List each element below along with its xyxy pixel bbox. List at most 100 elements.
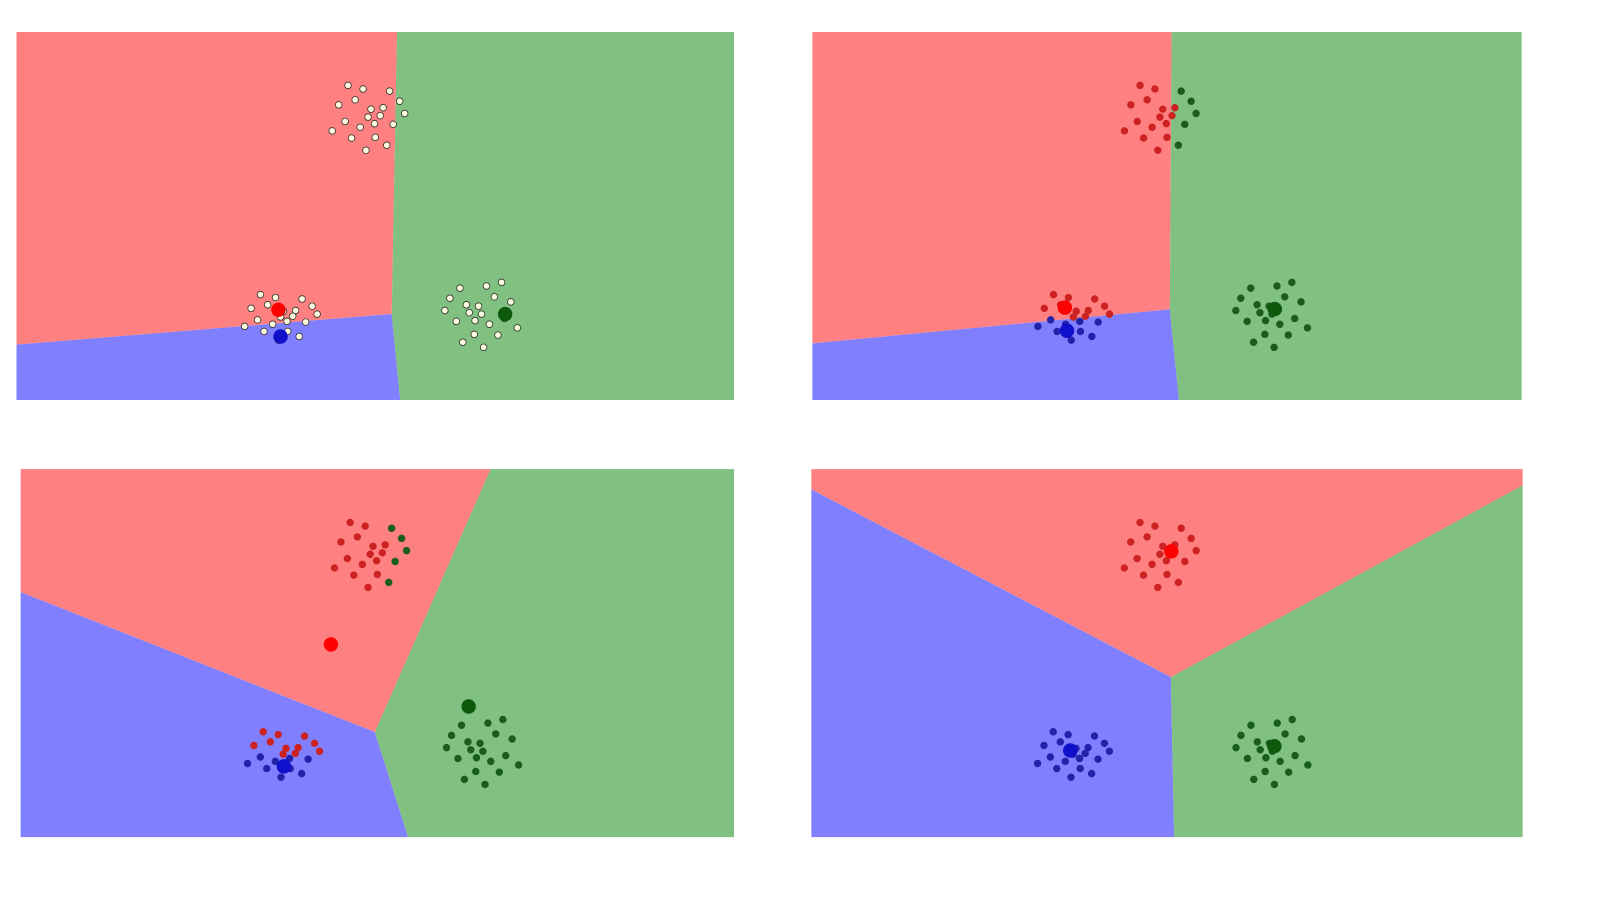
- data-point: [1250, 775, 1258, 784]
- data-point: [485, 320, 494, 328]
- data-point: [285, 754, 294, 763]
- data-point: [376, 111, 384, 120]
- data-point: [1232, 306, 1240, 315]
- panel: [811, 469, 1523, 838]
- data-point: [472, 754, 481, 762]
- data-point: [446, 294, 454, 302]
- data-point: [1290, 314, 1299, 323]
- data-point: [492, 730, 500, 738]
- data-point: [328, 127, 336, 135]
- data-point: [1174, 578, 1183, 587]
- data-point: [1084, 743, 1092, 752]
- data-point: [1181, 557, 1189, 566]
- data-point: [1187, 534, 1195, 543]
- centroid: [1267, 301, 1283, 317]
- data-point: [271, 293, 280, 302]
- data-point: [497, 278, 506, 287]
- data-point: [369, 542, 377, 551]
- data-point: [259, 728, 267, 736]
- data-point: [1297, 298, 1305, 306]
- data-point: [389, 120, 397, 129]
- centroid: [1164, 544, 1179, 559]
- centroid: [273, 329, 288, 344]
- data-point: [1288, 715, 1296, 724]
- data-point: [300, 732, 309, 740]
- data-point: [256, 753, 265, 761]
- data-point: [441, 306, 449, 315]
- data-point: [373, 570, 382, 579]
- data-point: [470, 330, 478, 339]
- data-point: [1156, 550, 1164, 558]
- data-point: [1084, 306, 1092, 315]
- data-point: [1094, 755, 1102, 763]
- data-point: [1139, 571, 1148, 579]
- data-point: [364, 113, 372, 121]
- data-point: [301, 318, 310, 326]
- data-point: [484, 719, 492, 727]
- data-point: [291, 306, 300, 315]
- data-point: [481, 780, 489, 789]
- data-point: [310, 739, 319, 748]
- data-point: [1256, 308, 1264, 317]
- data-point: [295, 332, 303, 341]
- data-point: [1148, 560, 1156, 569]
- data-point: [1246, 284, 1255, 292]
- data-point: [447, 731, 456, 740]
- data-point: [1090, 295, 1099, 303]
- data-point: [1291, 751, 1299, 760]
- data-point: [1069, 313, 1078, 321]
- data-point: [343, 554, 352, 563]
- region: [812, 309, 1179, 400]
- data-point: [247, 304, 255, 313]
- data-point: [1046, 753, 1055, 761]
- data-point: [1281, 293, 1289, 301]
- region: [16, 313, 401, 400]
- data-point: [1151, 522, 1159, 530]
- data-point: [358, 560, 367, 569]
- panel: [16, 31, 735, 400]
- data-point: [1049, 728, 1057, 736]
- data-point: [1151, 85, 1159, 93]
- data-point: [1192, 109, 1200, 118]
- data-point: [315, 747, 324, 755]
- data-point: [472, 767, 480, 776]
- data-point: [462, 301, 471, 309]
- data-point: [268, 320, 277, 328]
- data-point: [1133, 554, 1141, 563]
- data-point: [1049, 290, 1058, 299]
- data-point: [387, 524, 396, 532]
- data-point: [1072, 307, 1080, 315]
- data-point: [263, 301, 272, 309]
- data-point: [1067, 336, 1075, 344]
- data-point: [1284, 331, 1293, 339]
- data-point: [474, 302, 483, 310]
- data-point: [359, 85, 367, 93]
- data-point: [1171, 104, 1179, 112]
- data-point: [1053, 327, 1061, 336]
- data-point: [402, 546, 411, 555]
- panel: [20, 469, 735, 838]
- data-point: [1284, 768, 1293, 776]
- panel: [812, 31, 1522, 400]
- centroid: [323, 637, 339, 652]
- data-point: [1127, 538, 1135, 546]
- data-point: [395, 97, 404, 105]
- centroid: [1059, 323, 1075, 338]
- data-point: [1139, 134, 1148, 142]
- data-point: [240, 322, 249, 331]
- data-point: [304, 755, 312, 763]
- data-point: [1187, 97, 1195, 105]
- centroid: [461, 699, 476, 714]
- data-point: [294, 743, 302, 752]
- data-point: [1136, 518, 1144, 527]
- data-point: [391, 557, 399, 566]
- data-point: [1270, 343, 1278, 352]
- data-point: [1232, 743, 1240, 752]
- data-point: [495, 768, 504, 776]
- data-point: [297, 769, 306, 778]
- data-point: [482, 282, 491, 290]
- data-point: [1034, 322, 1042, 331]
- data-point: [308, 302, 316, 310]
